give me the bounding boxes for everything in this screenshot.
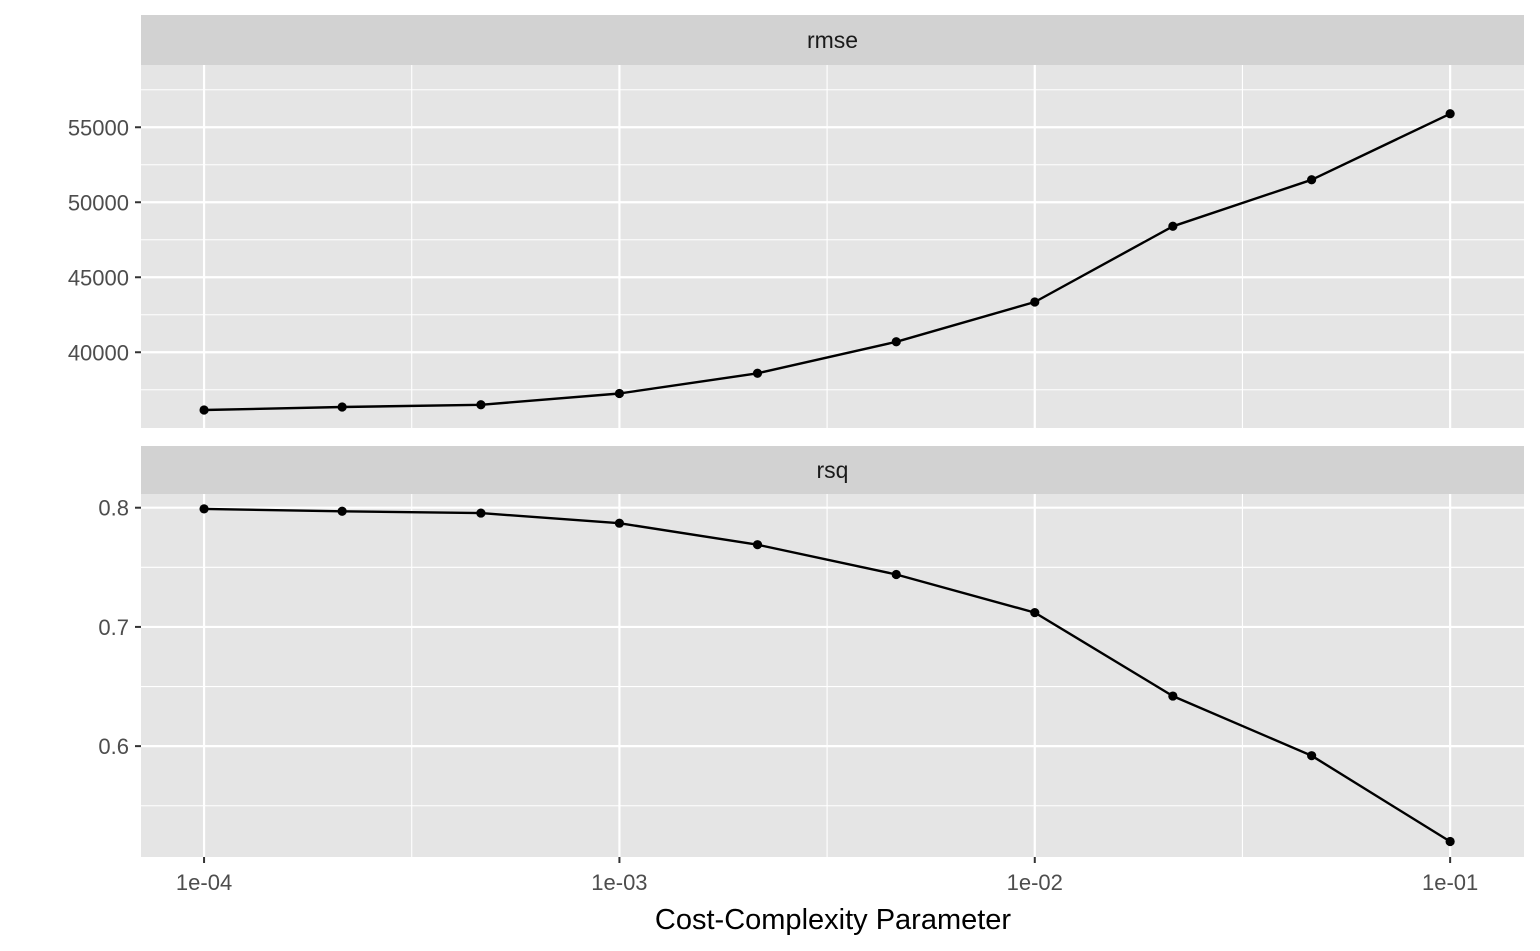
data-point-rsq [199, 504, 209, 514]
data-point-rsq [337, 506, 347, 516]
facet-strip-label: rmse [807, 27, 858, 53]
series-line-rmse [204, 112, 1451, 412]
data-point-rmse [614, 388, 625, 399]
data-point-rmse [1030, 297, 1040, 307]
data-point-rmse [337, 402, 347, 412]
facet-strip-label: rsq [817, 457, 849, 483]
y-tick-label: 55000 [68, 115, 129, 140]
panel-background [141, 65, 1524, 428]
data-point-rsq [476, 508, 486, 518]
facet-strip [141, 446, 1524, 494]
data-point-rsq [1030, 608, 1040, 618]
data-point-rsq [1445, 836, 1455, 847]
data-point-rmse [1168, 221, 1178, 231]
y-tick-label: 50000 [68, 190, 129, 215]
data-point-rmse [199, 405, 209, 415]
y-tick-label: 0.6 [98, 734, 129, 759]
x-axis: 1e-04 1e-03 1e-02 1e-01 [176, 857, 1478, 895]
data-point-rmse [1445, 109, 1455, 119]
x-tick-label: 1e-04 [176, 870, 232, 895]
data-point-rsq [1307, 751, 1317, 761]
facet-strip [141, 15, 1524, 65]
series-line-rsq [204, 507, 1451, 843]
x-axis-title: Cost-Complexity Parameter [655, 904, 1011, 936]
data-point-rsq [614, 518, 625, 528]
data-point-rmse [476, 400, 486, 410]
data-point-rsq [891, 569, 901, 580]
facet-panel-rmse: rmse 40000 45000 50000 55000 [68, 15, 1524, 428]
data-point-rmse [1307, 175, 1317, 185]
data-point-rsq [1168, 691, 1178, 701]
x-tick-label: 1e-03 [591, 870, 647, 895]
y-tick-label: 0.8 [98, 496, 129, 521]
x-tick-label: 1e-01 [1422, 870, 1478, 895]
x-tick-label: 1e-02 [1007, 870, 1063, 895]
data-point-rmse [891, 337, 901, 347]
y-tick-label: 40000 [68, 340, 129, 365]
data-point-rmse [752, 368, 763, 378]
facet-panel-rsq: rsq 0.6 0.7 0.8 [98, 446, 1524, 857]
panel-background [141, 494, 1524, 857]
data-point-rsq [752, 540, 763, 550]
y-tick-label: 0.7 [98, 615, 129, 640]
y-tick-label: 45000 [68, 265, 129, 290]
